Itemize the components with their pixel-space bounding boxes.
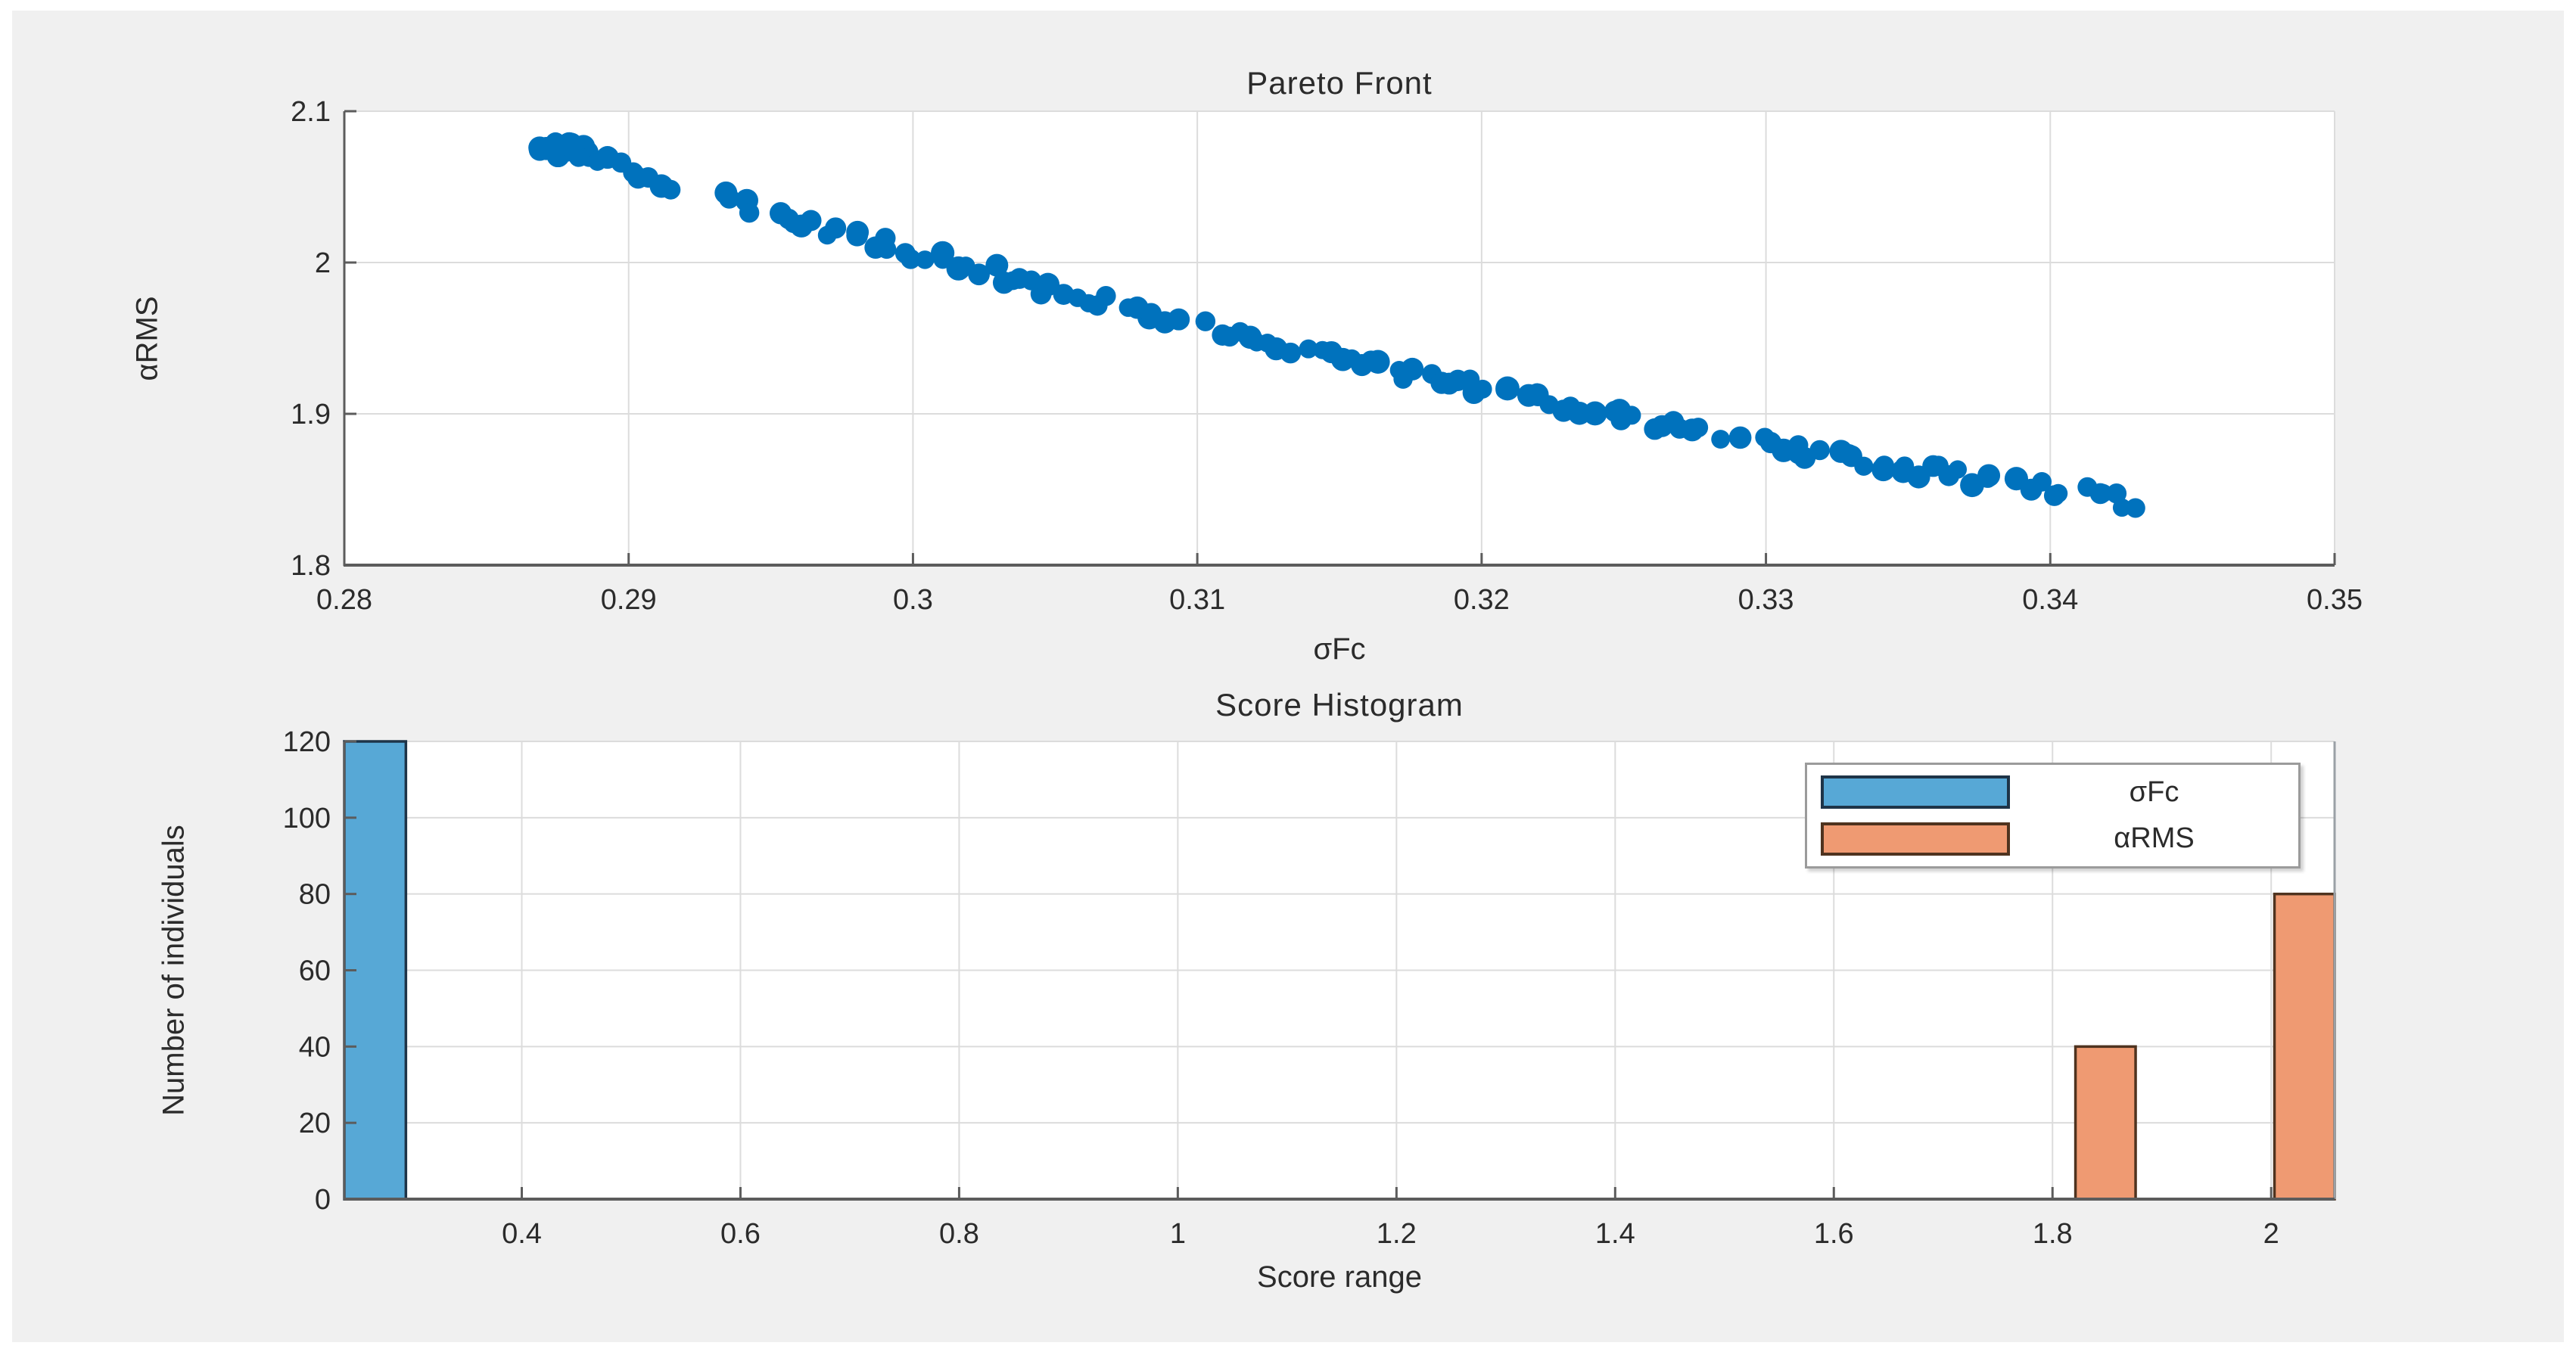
legend-swatch [1821, 775, 2010, 810]
y-tick-label: 1.8 [291, 550, 331, 582]
scatter-point [1366, 350, 1390, 374]
scatter-point [549, 136, 570, 157]
scatter-point [739, 202, 760, 223]
scatter-point [1495, 381, 1514, 399]
scatter-point [846, 220, 870, 244]
scatter-point [2112, 498, 2132, 517]
x-tick-label: 0.3 [893, 584, 933, 616]
histogram-y-axis-label: Number of individuals [157, 825, 191, 1116]
x-tick-label: 0.28 [316, 584, 372, 616]
y-tick-label: 0 [315, 1184, 331, 1216]
scatter-point [1809, 440, 1830, 461]
scatter-point [1688, 418, 1709, 438]
x-tick-label: 1.2 [1377, 1218, 1417, 1250]
scatter-point [1195, 311, 1216, 331]
scatter-point [985, 253, 1009, 277]
y-tick-label: 40 [299, 1031, 331, 1063]
scatter-point [2106, 483, 2127, 504]
scatter-point [901, 249, 921, 269]
scatter-point [1401, 357, 1424, 381]
scatter-point [2032, 471, 2052, 492]
scatter-point [1168, 308, 1190, 331]
legend-label: αRMS [2114, 822, 2195, 855]
scatter-point [825, 217, 847, 239]
pareto-plot-title: Pareto Front [1246, 65, 1433, 101]
y-tick-label: 120 [283, 726, 331, 758]
x-tick-label: 1 [1170, 1218, 1186, 1250]
scatter-point [1582, 401, 1607, 426]
histogram-bar [2074, 1045, 2137, 1201]
scatter-point [2125, 498, 2145, 518]
x-tick-label: 0.29 [601, 584, 657, 616]
pareto-front-plot: 0.28 0.29 0.3 0.31 0.32 0.33 0.34 0.35 1.8 1.9 2 2.… [291, 96, 2363, 616]
x-tick-label: 0.4 [502, 1218, 542, 1250]
x-tick-label: 0.32 [1454, 584, 1510, 616]
histogram-legend: σFc αRMS [1805, 763, 2301, 869]
pareto-x-axis-label: σFc [1313, 632, 1366, 666]
x-tick-label: 0.35 [2307, 584, 2363, 616]
y-tick-label: 1.9 [291, 399, 331, 430]
x-tick-label: 1.6 [1814, 1218, 1854, 1250]
legend-entry: αRMS [1807, 820, 2298, 858]
scatter-point [528, 138, 551, 161]
legend-label: σFc [2129, 775, 2179, 808]
scatter-point [916, 250, 935, 269]
scatter-point [661, 179, 681, 200]
scatter-point [1728, 426, 1752, 449]
histogram-plot-title: Score Histogram [1215, 687, 1464, 723]
y-tick-label: 20 [299, 1108, 331, 1139]
scatter-point [1473, 379, 1492, 399]
y-tick-label: 80 [299, 879, 331, 911]
x-tick-label: 0.8 [939, 1218, 979, 1250]
scatter-point [1280, 342, 1302, 364]
x-tick-label: 0.34 [2022, 584, 2078, 616]
legend-entry: σFc [1807, 773, 2298, 811]
scatter-point [1711, 430, 1730, 449]
x-tick-label: 1.4 [1595, 1218, 1635, 1250]
pareto-scatter-points [528, 132, 2145, 518]
scatter-point [1977, 464, 2001, 487]
scatter-point [719, 188, 740, 209]
legend-swatch [1821, 822, 2010, 856]
scatter-point [968, 263, 990, 286]
x-tick-label: 0.6 [720, 1218, 761, 1250]
scatter-point [800, 210, 822, 232]
scatter-point [1948, 460, 1968, 479]
y-tick-label: 60 [299, 956, 331, 987]
scatter-point [1854, 456, 1874, 476]
scatter-point [2043, 485, 2065, 506]
histogram-x-axis-label: Score range [1257, 1260, 1422, 1294]
scatter-point [876, 239, 897, 259]
x-tick-label: 0.31 [1169, 584, 1225, 616]
y-tick-label: 2 [315, 247, 331, 279]
x-tick-label: 2 [2263, 1218, 2279, 1250]
x-tick-label: 1.8 [2033, 1218, 2073, 1250]
scatter-point [1299, 339, 1318, 359]
scatter-point [1871, 458, 1896, 482]
x-tick-label: 0.33 [1738, 584, 1794, 616]
pareto-y-axis-label: αRMS [130, 296, 164, 381]
y-tick-label: 100 [283, 803, 331, 834]
scatter-point [1036, 272, 1060, 297]
scatter-point [1096, 286, 1116, 306]
scatter-point [1622, 406, 1641, 425]
histogram-bar [2273, 892, 2336, 1201]
y-tick-label: 2.1 [291, 96, 331, 128]
